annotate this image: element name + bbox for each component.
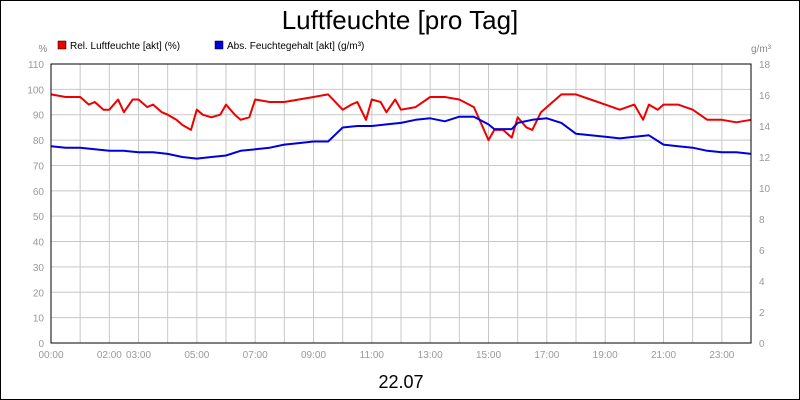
x-tick-label: 23:00 [709, 350, 734, 361]
y-right-tick-label: 6 [759, 246, 765, 257]
x-tick-label: 05:00 [184, 350, 209, 361]
plot-area-border [50, 63, 752, 344]
y-right-tick-label: 14 [759, 122, 771, 133]
y-left-tick-label: 70 [33, 161, 45, 172]
x-tick-label: 11:00 [360, 350, 385, 361]
y-right-tick-label: 4 [759, 277, 765, 288]
y-right-tick-label: 8 [759, 215, 765, 226]
y-left-tick-label: 100 [27, 85, 44, 96]
y-left-tick-label: 50 [33, 212, 45, 223]
y-right-tick-label: 16 [759, 91, 771, 102]
x-tick-label: 09:00 [301, 350, 326, 361]
y-right-tick-label: 10 [759, 184, 771, 195]
y-left-tick-label: 80 [33, 136, 45, 147]
series-line-absolute-humidity [50, 115, 752, 160]
y-right-unit-label: g/m³ [751, 44, 772, 55]
y-left-tick-label: 20 [33, 288, 45, 299]
y-left-tick-label: 60 [33, 187, 45, 198]
series-line-relative-humidity [50, 93, 752, 142]
y-right-tick-label: 12 [759, 153, 771, 164]
y-left-tick-label: 0 [38, 339, 44, 350]
series-lines [50, 93, 752, 160]
y-left-tick-label: 10 [33, 314, 45, 325]
x-tick-label: 00:00 [38, 350, 63, 361]
x-tick-label: 07:00 [243, 350, 268, 361]
chart-title: Luftfeuchte [pro Tag] [282, 5, 519, 35]
axis-ticks: 0 10 20 30 40 50 60 70 80 90 100 110 0 2 4 6 8 10 12 14 16 18… [27, 60, 770, 361]
legend: Rel. Luftfeuchte [akt] (%) Abs. Feuchteg… [57, 40, 364, 52]
legend-swatch-absolute-humidity [214, 40, 224, 50]
y-left-tick-label: 30 [33, 263, 45, 274]
y-left-tick-label: 90 [33, 111, 45, 122]
y-right-tick-label: 18 [759, 60, 771, 71]
y-left-tick-label: 110 [28, 60, 44, 71]
x-tick-label: 03:00 [126, 350, 151, 361]
y-left-unit-label: % [39, 44, 48, 55]
x-tick-label: 19:00 [593, 350, 618, 361]
x-tick-label: 17:00 [534, 350, 559, 361]
x-tick-label: 02:00 [97, 350, 122, 361]
y-left-tick-label: 40 [33, 238, 45, 249]
x-tick-label: 15:00 [476, 350, 501, 361]
x-tick-label: 21:00 [651, 350, 676, 361]
date-label: 22.07 [378, 372, 423, 392]
legend-label-absolute-humidity: Abs. Feuchtegehalt [akt] (g/m³) [227, 41, 364, 52]
legend-label-relative-humidity: Rel. Luftfeuchte [akt] (%) [70, 41, 180, 52]
legend-swatch-relative-humidity [57, 40, 67, 50]
x-tick-label: 13:00 [418, 350, 443, 361]
y-right-tick-label: 2 [759, 308, 765, 319]
y-right-tick-label: 0 [759, 339, 765, 350]
